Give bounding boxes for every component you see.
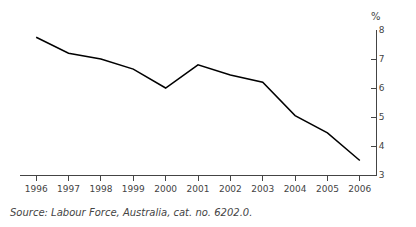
svg-text:1998: 1998 — [89, 184, 112, 194]
svg-text:1996: 1996 — [25, 184, 48, 194]
svg-text:2005: 2005 — [316, 184, 339, 194]
svg-text:7: 7 — [379, 54, 385, 64]
svg-text:1997: 1997 — [57, 184, 80, 194]
svg-text:2004: 2004 — [284, 184, 307, 194]
svg-text:Source: Labour Force, Australi: Source: Labour Force, Australia, cat. no… — [10, 207, 252, 218]
svg-text:8: 8 — [379, 25, 385, 35]
svg-text:2006: 2006 — [348, 184, 371, 194]
svg-text:4: 4 — [379, 141, 385, 151]
svg-text:3: 3 — [379, 170, 385, 180]
svg-text:%: % — [371, 11, 381, 22]
svg-text:2003: 2003 — [251, 184, 274, 194]
svg-text:2002: 2002 — [219, 184, 242, 194]
svg-text:1999: 1999 — [122, 184, 145, 194]
svg-text:6: 6 — [379, 83, 385, 93]
svg-text:2001: 2001 — [187, 184, 210, 194]
svg-text:2000: 2000 — [154, 184, 177, 194]
svg-text:5: 5 — [379, 112, 385, 122]
